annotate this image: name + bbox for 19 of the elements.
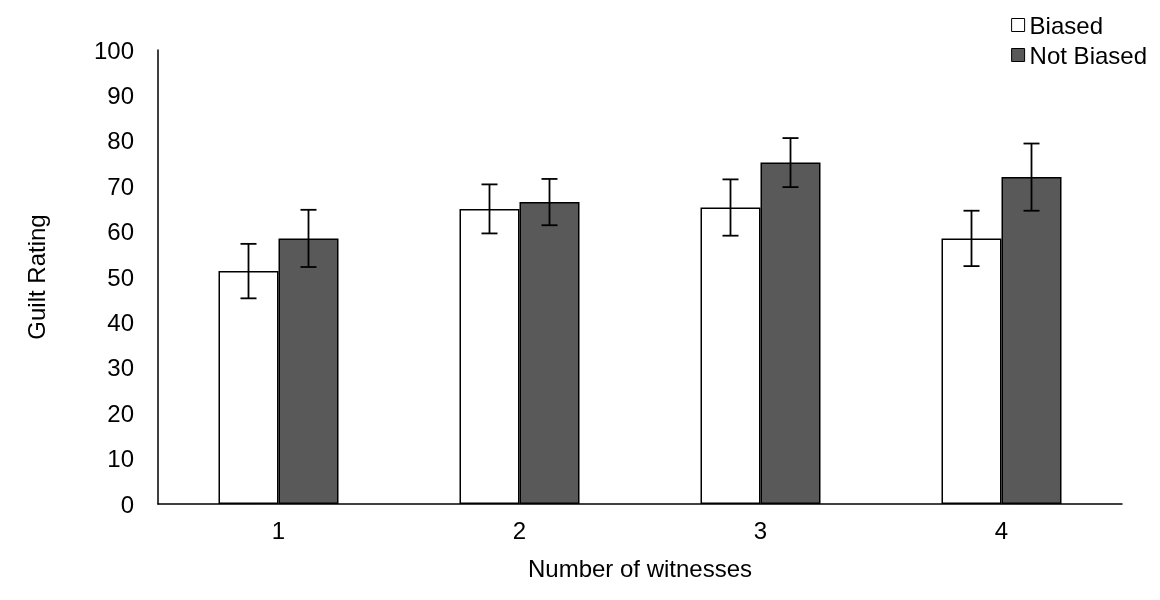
y-tick-label: 100	[93, 36, 134, 64]
y-tick-label: 50	[107, 263, 134, 291]
y-tick-label: 90	[107, 81, 134, 109]
y-axis-title: Guilt Rating	[22, 214, 50, 340]
y-tick-label: 40	[107, 308, 134, 336]
y-tick-label: 20	[107, 399, 134, 427]
y-tick-label: 80	[107, 127, 134, 155]
x-axis-title: Number of witnesses	[527, 554, 753, 582]
y-tick-label: 70	[107, 172, 134, 200]
y-tick-label: 0	[120, 490, 134, 518]
legend-label: Not Biased	[1029, 41, 1148, 69]
y-tick-label: 10	[107, 445, 134, 473]
x-tick-label: 2	[512, 516, 527, 544]
y-tick-label: 30	[107, 354, 134, 382]
legend-label: Biased	[1029, 11, 1103, 39]
y-tick-label: 60	[107, 218, 134, 246]
x-tick-label: 4	[994, 516, 1009, 544]
x-tick-label: 3	[753, 516, 768, 544]
x-tick-label: 1	[271, 516, 286, 544]
